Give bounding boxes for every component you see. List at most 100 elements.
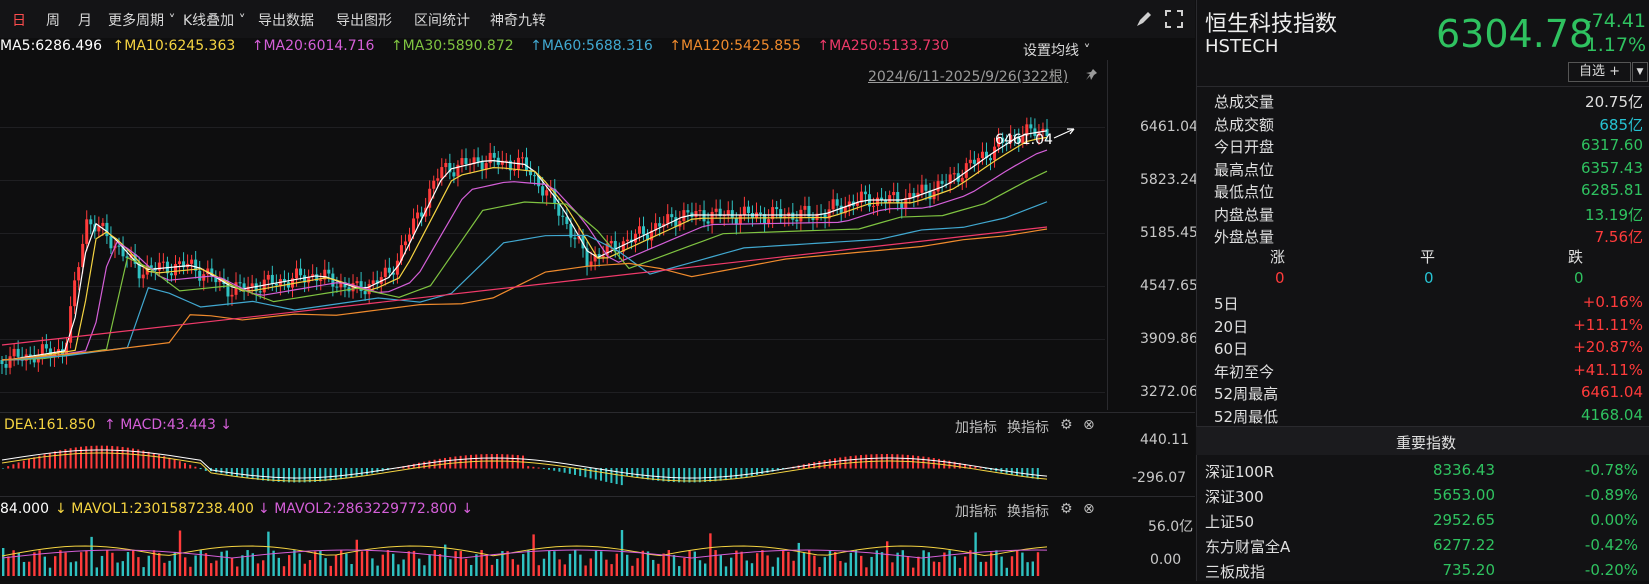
candle-body <box>726 210 730 215</box>
volume-bar <box>407 551 410 576</box>
candle-body <box>960 177 964 182</box>
volume-bar <box>537 565 540 576</box>
macd-bar <box>558 468 561 472</box>
fullscreen-icon[interactable] <box>1164 9 1184 29</box>
macd-bar <box>964 463 966 469</box>
indices-header <box>1196 427 1649 455</box>
volume-bar <box>210 563 213 576</box>
macd-bar <box>340 468 342 480</box>
candle-body <box>464 158 468 165</box>
range-stats-button[interactable]: 区间统计 <box>414 13 470 29</box>
magic-nine-button[interactable]: 神奇九转 <box>490 13 546 29</box>
set-ma-button[interactable]: 设置均线 ˅ <box>1023 43 1091 59</box>
kline-overlay-dropdown[interactable]: K线叠加 ˅ <box>183 10 246 30</box>
index-row[interactable]: 深证100R 8336.43 -0.78% <box>1196 459 1649 484</box>
draw-pen-icon[interactable] <box>1134 9 1154 29</box>
candle-body <box>359 281 363 292</box>
volume-bar <box>90 536 93 576</box>
candle-body <box>714 208 718 212</box>
volume-bar <box>371 558 374 576</box>
volume-bar <box>158 552 161 576</box>
candle-body <box>262 279 266 293</box>
index-row[interactable]: 东方财富全A 6277.22 -0.42% <box>1196 534 1649 559</box>
volume-bar <box>490 564 494 576</box>
gear-icon[interactable]: ⚙ <box>1060 417 1073 433</box>
index-row-name: 上证50 <box>1205 513 1255 531</box>
index-row[interactable]: 深证300 5653.00 -0.89% <box>1196 484 1649 509</box>
candle-body <box>605 243 609 256</box>
add-indicator-button[interactable]: 加指标 <box>955 420 997 436</box>
period-day-tab[interactable]: 日 <box>12 13 26 29</box>
volume-bar <box>553 551 556 576</box>
export-data-button[interactable]: 导出数据 <box>258 13 314 29</box>
volume-bar <box>875 550 878 576</box>
volume-bar <box>995 550 998 576</box>
macd-bar <box>80 446 82 469</box>
volume-bar <box>698 560 702 576</box>
volume-bar <box>969 550 972 576</box>
set-ma-label: 设置均线 <box>1023 43 1079 59</box>
ma30-text: MA30:5890.872 <box>402 38 514 54</box>
macd-bar <box>974 466 977 469</box>
volume-chart[interactable] <box>0 520 1105 578</box>
period-month-tab[interactable]: 月 <box>78 13 92 29</box>
macd-bar <box>834 458 836 469</box>
add-indicator-button[interactable]: 加指标 <box>955 504 997 520</box>
quote-panel <box>1196 0 1649 581</box>
candle-body <box>936 181 940 192</box>
volume-bar <box>740 551 743 576</box>
candle-body <box>412 218 416 235</box>
macd-bar <box>246 468 249 479</box>
period-value: +20.87% <box>1573 338 1643 356</box>
candle-body <box>520 157 524 159</box>
export-image-button[interactable]: 导出图形 <box>336 13 392 29</box>
macd-bar <box>1010 468 1013 475</box>
macd-bar <box>984 468 987 470</box>
watchlist-dropdown-icon[interactable]: ▼ <box>1632 62 1648 82</box>
chart-area[interactable] <box>0 38 1195 581</box>
close-icon[interactable]: ⊗ <box>1083 417 1095 433</box>
volume-bar <box>745 560 748 576</box>
candle-body <box>989 158 993 161</box>
volume-bar <box>298 553 301 576</box>
volume-bar <box>990 552 993 576</box>
index-row[interactable]: 三板成指 735.20 -0.20% <box>1196 559 1649 584</box>
candle-body <box>525 157 529 170</box>
macd-chart[interactable] <box>0 438 1105 494</box>
volume-bar <box>199 550 202 576</box>
add-watchlist-button[interactable]: 自选 + <box>1568 62 1631 82</box>
ma20-text: MA20:6014.716 <box>263 38 375 54</box>
candle-body <box>432 180 436 189</box>
candle-body <box>823 214 827 219</box>
index-row[interactable]: 上证50 2952.65 0.00% <box>1196 509 1649 534</box>
gear-icon[interactable]: ⚙ <box>1060 501 1073 517</box>
ma10-value: ↑MA10:6245.363 <box>112 38 236 54</box>
more-periods-dropdown[interactable]: 更多周期 ˅ <box>108 10 175 30</box>
volume-bar <box>896 552 899 576</box>
index-row-value: 735.20 <box>1442 561 1496 579</box>
grid-line <box>0 127 1105 128</box>
price-chart[interactable] <box>0 60 1105 410</box>
range-label[interactable]: 2024/6/11-2025/9/26(322根) <box>868 69 1069 85</box>
close-icon[interactable]: ⊗ <box>1083 501 1095 517</box>
pin-icon[interactable] <box>1084 68 1098 82</box>
candle-body <box>210 268 214 277</box>
dea-line <box>1 452 1048 482</box>
period-week-tab[interactable]: 周 <box>46 13 60 29</box>
macd-bar <box>220 468 223 474</box>
switch-indicator-button[interactable]: 换指标 <box>1007 504 1049 520</box>
candle-body <box>371 280 375 285</box>
volume-bar <box>381 554 384 576</box>
volume-bar <box>64 552 67 576</box>
macd-bar <box>121 446 124 469</box>
candle-body <box>190 259 194 264</box>
switch-indicator-button[interactable]: 换指标 <box>1007 420 1049 436</box>
volume-bar <box>532 534 535 576</box>
candle-body <box>694 211 698 217</box>
macd-bar <box>823 460 826 469</box>
more-periods-label: 更多周期 <box>108 13 164 29</box>
period-value: +11.11% <box>1573 315 1643 334</box>
macd-bar <box>568 468 571 474</box>
candle-body <box>549 188 553 191</box>
macd-bar <box>636 468 639 478</box>
